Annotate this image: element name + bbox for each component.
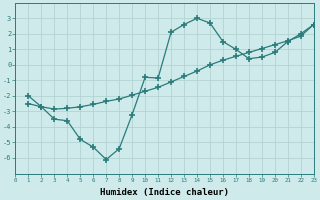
X-axis label: Humidex (Indice chaleur): Humidex (Indice chaleur) xyxy=(100,188,229,197)
